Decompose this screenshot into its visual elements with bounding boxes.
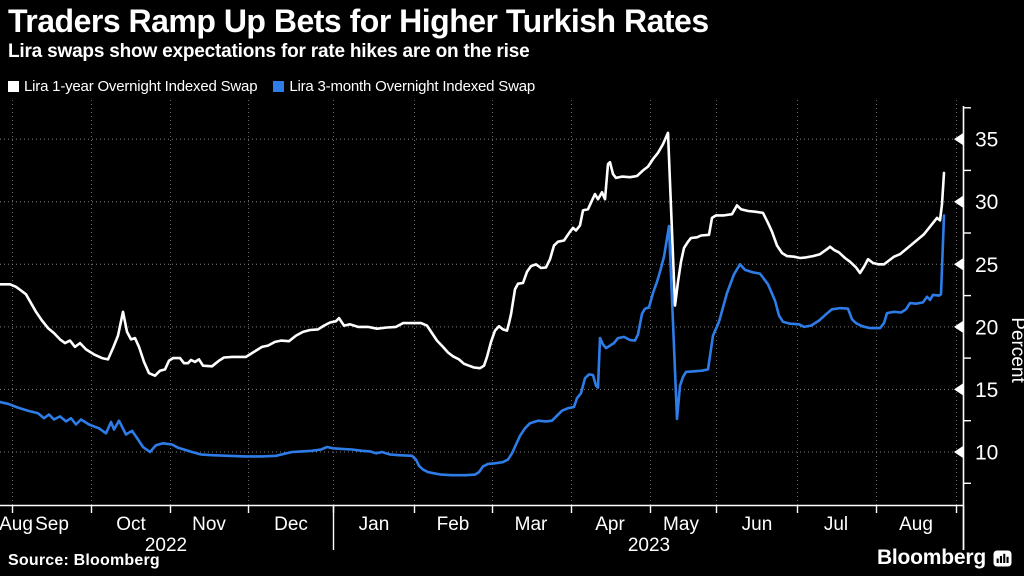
legend-label-1y: Lira 1-year Overnight Indexed Swap — [24, 78, 258, 95]
svg-text:Sep: Sep — [35, 514, 69, 535]
legend-item-1y: Lira 1-year Overnight Indexed Swap — [8, 78, 258, 95]
svg-text:Oct: Oct — [116, 514, 146, 535]
legend-label-3m: Lira 3-month Overnight Indexed Swap — [289, 78, 535, 95]
svg-text:Mar: Mar — [515, 514, 548, 535]
svg-text:Jan: Jan — [359, 514, 390, 535]
svg-text:2023: 2023 — [628, 535, 670, 556]
x-axis-month-labels: Aug Sep Oct Nov Dec Jan Feb Mar Apr May Jun Jul Aug — [0, 514, 933, 535]
page-title: Traders Ramp Up Bets for Higher Turkish … — [8, 3, 709, 39]
svg-text:35: 35 — [975, 129, 998, 152]
svg-text:Apr: Apr — [595, 514, 625, 535]
svg-text:Jun: Jun — [742, 514, 773, 535]
series-line-3m-ois — [0, 214, 946, 477]
page-subtitle: Lira swaps show expectations for rate hi… — [8, 41, 530, 62]
chart-area: Aug Sep Oct Nov Dec Jan Feb Mar Apr May Jun Jul Aug 2… — [0, 100, 1024, 556]
bloomberg-logo: Bloomberg — [877, 546, 1012, 570]
bloomberg-wordmark: Bloomberg — [876, 546, 986, 569]
legend-swatch-1y-icon — [8, 81, 19, 92]
legend-swatch-3m-icon — [273, 81, 285, 92]
series-line-1y-ois — [0, 131, 946, 378]
v-gridlines — [12, 100, 957, 505]
svg-text:2022: 2022 — [145, 535, 187, 556]
h-gridlines — [0, 138, 963, 453]
svg-text:Jul: Jul — [824, 514, 848, 535]
svg-text:Aug: Aug — [0, 514, 33, 535]
svg-text:30: 30 — [975, 191, 998, 214]
source-note: Source: Bloomberg — [8, 552, 160, 569]
svg-text:15: 15 — [975, 379, 998, 402]
rates-line-chart: Aug Sep Oct Nov Dec Jan Feb Mar Apr May Jun Jul Aug2… — [0, 100, 1024, 556]
svg-text:10: 10 — [975, 442, 998, 465]
bloomberg-bug-icon — [993, 550, 1012, 566]
y-axis-title: Percent — [1007, 317, 1024, 383]
svg-text:Aug: Aug — [899, 514, 933, 535]
x-axis-year-labels: 2022 2023 — [145, 535, 670, 556]
svg-text:20: 20 — [975, 316, 998, 339]
svg-text:25: 25 — [975, 254, 998, 277]
y-axis: 10 15 20 25 30 35 — [954, 106, 998, 550]
svg-text:Feb: Feb — [437, 514, 470, 535]
legend-item-3m: Lira 3-month Overnight Indexed Swap — [273, 78, 535, 95]
legend: Lira 1-year Overnight Indexed Swap Lira … — [8, 78, 535, 95]
svg-text:May: May — [663, 514, 699, 535]
svg-text:Nov: Nov — [192, 514, 226, 535]
svg-text:Dec: Dec — [274, 514, 308, 535]
